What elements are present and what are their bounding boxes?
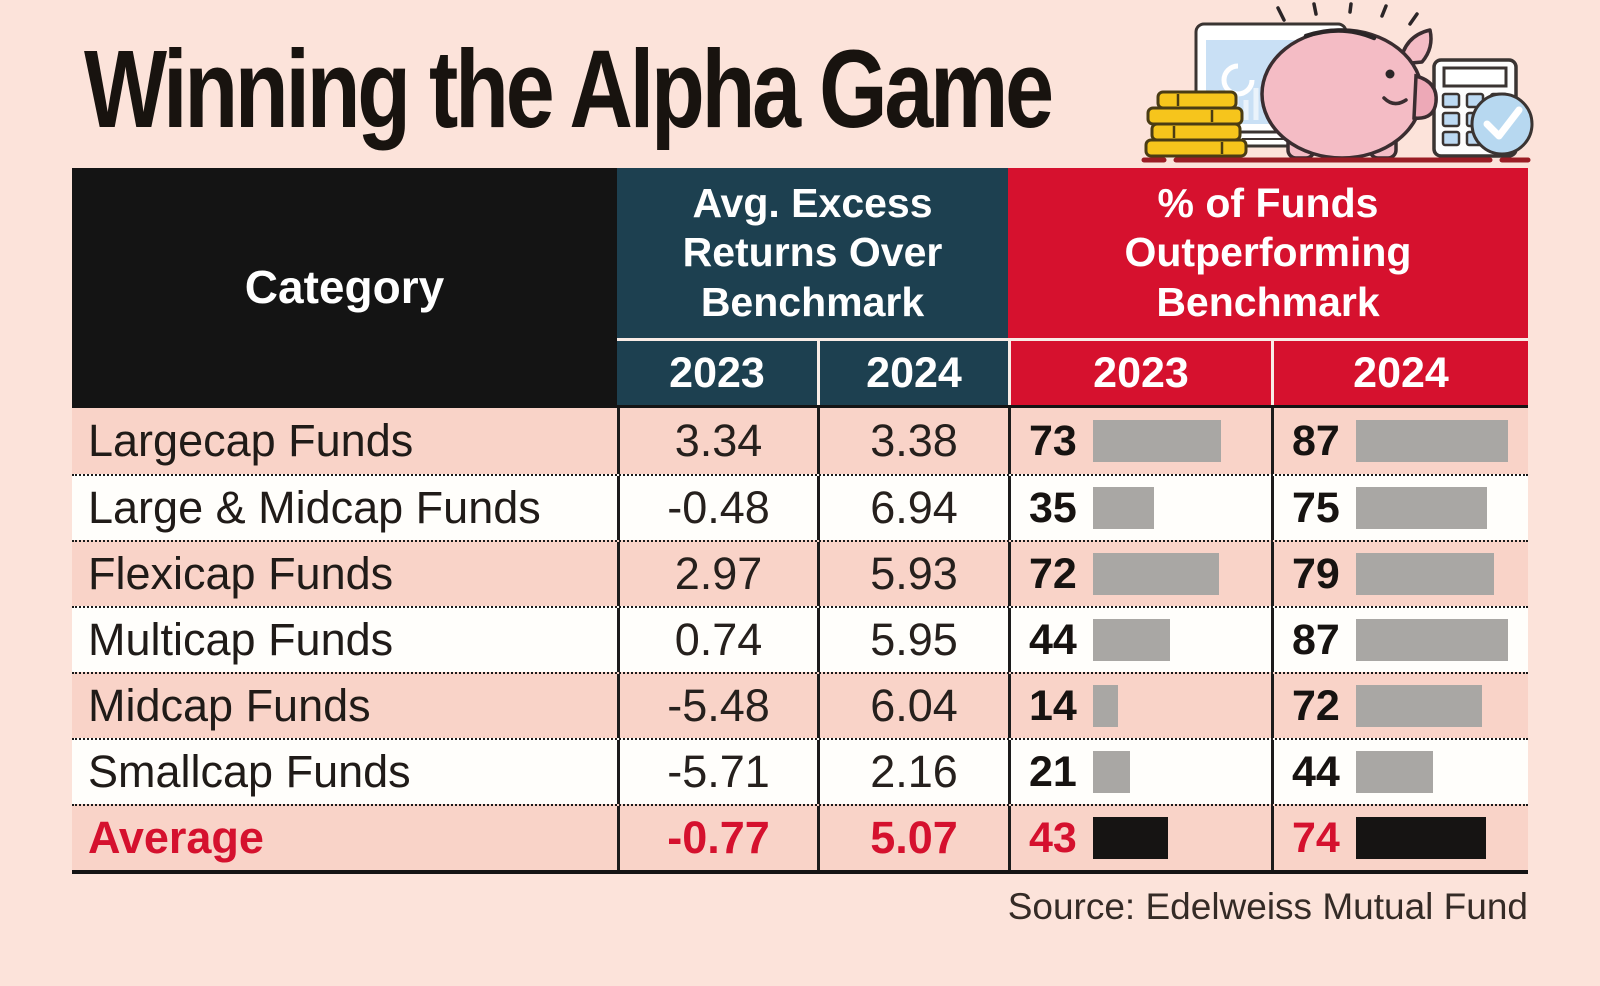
excess-2024-cell: 6.94: [817, 476, 1008, 540]
year-header-excess-2023: 2023: [669, 348, 765, 397]
pct-2024-cell: 87: [1271, 408, 1528, 474]
category-cell: Average: [88, 812, 264, 863]
pct-2023-cell: 72: [1008, 542, 1271, 606]
table-row: Large & Midcap Funds -0.48 6.94 35 75: [72, 474, 1528, 540]
pct-value: 87: [1292, 615, 1340, 664]
gold-coins-icon: [1144, 90, 1248, 158]
excess-2023-cell: -5.71: [617, 740, 817, 804]
pct-bar-2024: [1356, 817, 1486, 859]
check-circle-icon: [1470, 92, 1534, 156]
pct-2024-cell: 74: [1271, 806, 1528, 870]
table-row: Flexicap Funds 2.97 5.93 72 79: [72, 540, 1528, 606]
pct-2024-cell: 72: [1271, 674, 1528, 738]
funds-performance-table: Category Avg. Excess Returns Over Benchm…: [72, 168, 1528, 874]
source-caption: Source: Edelweiss Mutual Fund: [1007, 886, 1528, 927]
excess-2024-cell: 5.95: [817, 608, 1008, 672]
pct-value: 73: [1029, 416, 1077, 465]
pct-2023-cell: 14: [1008, 674, 1271, 738]
pct-2024-cell: 44: [1271, 740, 1528, 804]
table-row: Average -0.77 5.07 43 74: [72, 804, 1528, 870]
pct-value: 87: [1292, 416, 1340, 465]
excess-2023-cell: -0.77: [617, 806, 817, 870]
year-header-pct-2024: 2024: [1271, 341, 1528, 405]
pct-bar-2024: [1356, 420, 1508, 462]
excess-2024-cell: 5.07: [817, 806, 1008, 870]
excess-2023-cell: -5.48: [617, 674, 817, 738]
pct-bar-2024: [1356, 487, 1487, 529]
pct-2024-cell: 79: [1271, 542, 1528, 606]
pct-value: 35: [1029, 483, 1077, 532]
pct-2023-cell: 35: [1008, 476, 1271, 540]
pct-bar-2024: [1356, 751, 1433, 793]
pct-2023-cell: 43: [1008, 806, 1271, 870]
pct-value: 75: [1292, 483, 1340, 532]
pct-outperforming-header-label: % of Funds Outperforming Benchmark: [1124, 180, 1412, 325]
pct-value: 79: [1292, 549, 1340, 598]
table-row: Smallcap Funds -5.71 2.16 21 44: [72, 738, 1528, 804]
excess-2024-cell: 3.38: [817, 408, 1008, 474]
page-title: Winning the Alpha Game: [84, 28, 1054, 151]
pct-value: 72: [1292, 681, 1340, 730]
pct-2024-cell: 75: [1271, 476, 1528, 540]
excess-returns-header-label: Avg. Excess Returns Over Benchmark: [682, 180, 943, 325]
excess-2024-cell: 6.04: [817, 674, 1008, 738]
category-cell: Multicap Funds: [88, 614, 394, 665]
table-row: Largecap Funds 3.34 3.38 73 87: [72, 408, 1528, 474]
column-header-category: Category: [72, 168, 617, 405]
pct-bar-2023: [1093, 751, 1130, 793]
pct-bar-2023: [1093, 420, 1221, 462]
category-cell: Midcap Funds: [88, 680, 371, 731]
category-cell: Smallcap Funds: [88, 746, 411, 797]
pct-value: 72: [1029, 549, 1077, 598]
pct-2023-cell: 44: [1008, 608, 1271, 672]
pct-value: 43: [1029, 813, 1077, 862]
year-header-pct-2023: 2023: [1008, 341, 1271, 405]
excess-2024-cell: 5.93: [817, 542, 1008, 606]
excess-2023-cell: 0.74: [617, 608, 817, 672]
table-row: Midcap Funds -5.48 6.04 14 72: [72, 672, 1528, 738]
column-group-excess-returns: Avg. Excess Returns Over Benchmark 2023 …: [617, 168, 1008, 405]
pct-value: 21: [1029, 747, 1077, 796]
pct-value: 74: [1292, 813, 1340, 862]
piggy-bank-illustration: [1141, 2, 1534, 163]
table-row: Multicap Funds 0.74 5.95 44 87: [72, 606, 1528, 672]
pct-value: 44: [1292, 747, 1340, 796]
pct-bar-2024: [1356, 619, 1508, 661]
pct-2023-cell: 21: [1008, 740, 1271, 804]
excess-2024-cell: 2.16: [817, 740, 1008, 804]
pct-bar-2023: [1093, 487, 1154, 529]
pct-bar-2024: [1356, 685, 1482, 727]
excess-2023-cell: 3.34: [617, 408, 817, 474]
category-cell: Flexicap Funds: [88, 548, 394, 599]
sparkle-dashes-icon: [1276, 2, 1419, 26]
pct-2024-cell: 87: [1271, 608, 1528, 672]
excess-2023-cell: 2.97: [617, 542, 817, 606]
pct-bar-2023: [1093, 553, 1219, 595]
pct-2023-cell: 73: [1008, 408, 1271, 474]
category-cell: Largecap Funds: [88, 415, 414, 466]
pct-bar-2023: [1093, 817, 1168, 859]
table-header: Category Avg. Excess Returns Over Benchm…: [72, 168, 1528, 408]
year-header-excess-2024: 2024: [817, 341, 1008, 405]
column-group-pct-outperforming: % of Funds Outperforming Benchmark 2023 …: [1008, 168, 1528, 405]
pct-bar-2023: [1093, 685, 1118, 727]
pct-value: 44: [1029, 615, 1077, 664]
pct-bar-2024: [1356, 553, 1494, 595]
category-cell: Large & Midcap Funds: [88, 482, 541, 533]
pct-bar-2023: [1093, 619, 1170, 661]
pct-value: 14: [1029, 681, 1077, 730]
excess-2023-cell: -0.48: [617, 476, 817, 540]
table-body: Largecap Funds 3.34 3.38 73 87 Large & Midcap…: [72, 408, 1528, 874]
